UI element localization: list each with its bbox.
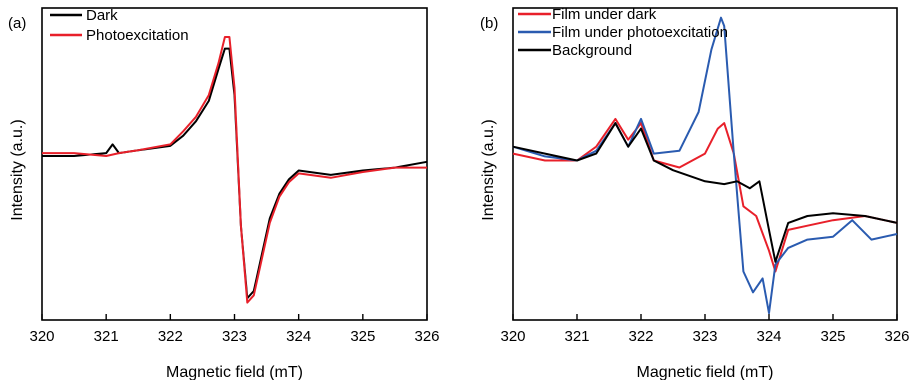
x-tick-label: 322 — [158, 328, 183, 345]
panel-label: (a) — [8, 15, 26, 32]
x-tick-label: 320 — [29, 328, 54, 345]
x-tick-label: 324 — [756, 328, 781, 345]
y-axis-title: Intensity (a.u.) — [480, 119, 497, 220]
panel-label: (b) — [480, 15, 498, 32]
x-axis-title: Magnetic field (mT) — [166, 364, 303, 380]
x-tick-label: 321 — [94, 328, 119, 345]
x-tick-label: 323 — [222, 328, 247, 345]
x-tick-label: 321 — [564, 328, 589, 345]
x-tick-label: 322 — [628, 328, 653, 345]
legend-label: Photoexcitation — [86, 27, 189, 44]
legend-label: Background — [552, 42, 632, 59]
x-tick-label: 323 — [692, 328, 717, 345]
series-line-3 — [512, 122, 898, 263]
y-axis-title: Intensity (a.u.) — [9, 119, 26, 220]
x-tick-label: 325 — [820, 328, 845, 345]
x-tick-label: 324 — [286, 328, 311, 345]
panel-a: 320 321 322 323 324 325 326 Magnetic field (mT)… — [8, 7, 440, 380]
plot-frame — [41, 7, 428, 321]
panel-b: 320 321 322 323 324 325 326 Magnetic field (mT)… — [480, 6, 910, 380]
legend-label: Film under dark — [552, 6, 657, 23]
series-line-2 — [42, 36, 427, 304]
series-line-2 — [512, 16, 898, 315]
x-axis-title: Magnetic field (mT) — [637, 364, 774, 380]
legend-label: Dark — [86, 7, 118, 24]
x-tick-label: 320 — [500, 328, 525, 345]
x-tick-label: 325 — [350, 328, 375, 345]
legend-label: Film under photoexcitation — [552, 24, 728, 41]
x-tick-label: 326 — [414, 328, 439, 345]
series-line-1 — [512, 117, 898, 273]
x-tick-label: 326 — [884, 328, 909, 345]
